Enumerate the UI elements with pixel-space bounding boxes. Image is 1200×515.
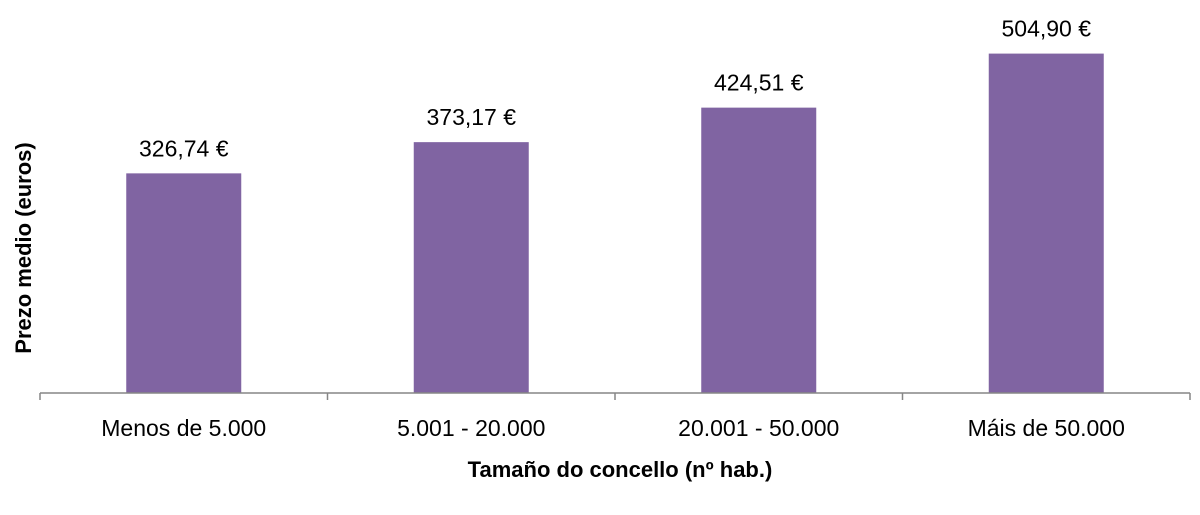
y-axis-title: Prezo medio (euros) — [11, 142, 36, 353]
bars-group — [126, 53, 1104, 393]
x-tick-label-1: Menos de 5.000 — [101, 415, 266, 441]
bar-3 — [701, 107, 817, 393]
x-axis-title: Tamaño do concello (nº hab.) — [468, 457, 773, 482]
x-tick-label-4: Máis de 50.000 — [968, 415, 1125, 441]
bar-1 — [126, 173, 242, 393]
x-tick-label-2: 5.001 - 20.000 — [397, 415, 545, 441]
data-label-2: 373,17 € — [426, 104, 516, 130]
x-tick-labels-group: Menos de 5.000 5.001 - 20.000 20.001 - 50.… — [101, 415, 1125, 441]
bar-4 — [988, 53, 1104, 393]
data-label-3: 424,51 € — [714, 70, 804, 96]
x-axis — [39, 392, 1191, 400]
data-label-1: 326,74 € — [139, 135, 229, 161]
x-tick-label-3: 20.001 - 50.000 — [678, 415, 839, 441]
bar-2 — [413, 142, 529, 393]
data-labels-group: 326,74 € 373,17 € 424,51 € 504,90 € — [139, 16, 1091, 162]
data-label-4: 504,90 € — [1001, 16, 1091, 42]
